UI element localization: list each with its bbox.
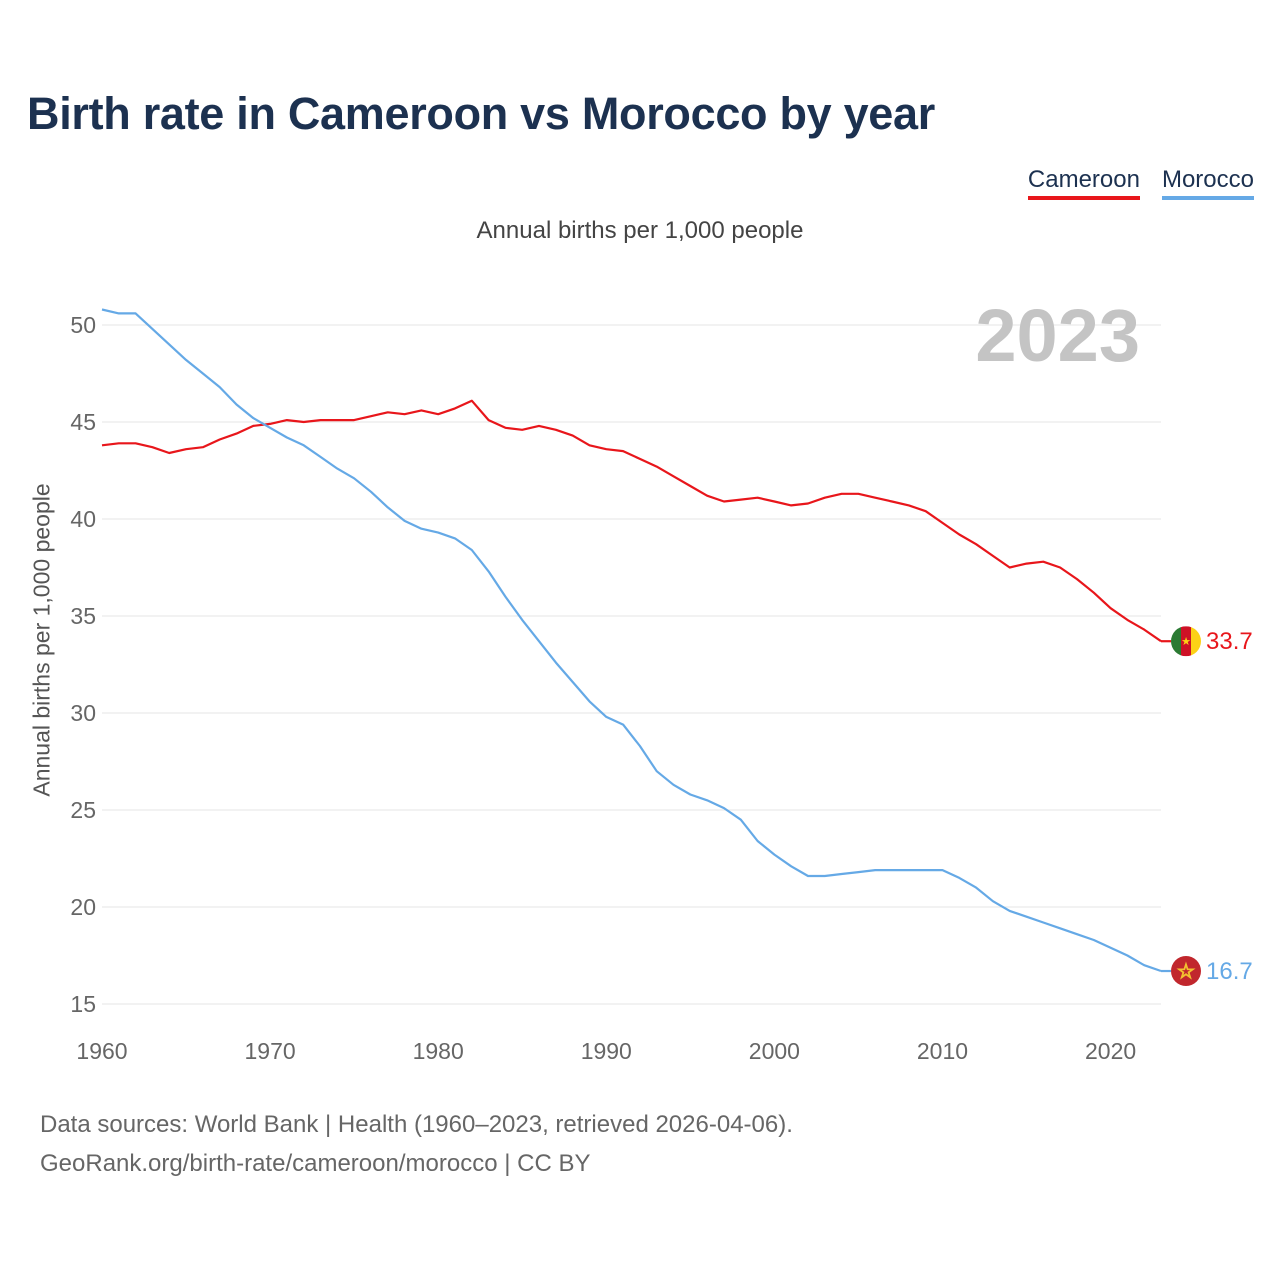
y-tick-label: 20 (70, 894, 96, 920)
x-tick-label: 1980 (413, 1038, 464, 1064)
series-line-morocco[interactable] (101, 308, 1162, 973)
end-label-cameroon: 33.7 (1206, 628, 1253, 655)
y-tick-label: 15 (70, 991, 96, 1017)
y-tick-label: 25 (70, 797, 96, 823)
data-source-note: Data sources: World Bank | Health (1960–… (40, 1111, 793, 1138)
svg-text:☆: ☆ (1177, 959, 1195, 983)
morocco-flag-icon: ☆ (1161, 956, 1201, 987)
x-tick-label: 2010 (917, 1038, 968, 1064)
x-tick-label: 1970 (245, 1038, 296, 1064)
series-line-cameroon[interactable] (101, 399, 1162, 643)
series-end-markers: ★ 33.7 ☆ 16.7 (1161, 626, 1253, 987)
page-title: Birth rate in Cameroon vs Morocco by yea… (27, 88, 935, 139)
y-tick-label: 40 (70, 506, 96, 532)
end-label-morocco: 16.7 (1206, 958, 1253, 985)
legend: Cameroon Morocco (1027, 166, 1254, 200)
chart-subtitle: Annual births per 1,000 people (476, 217, 804, 244)
attribution-link[interactable]: GeoRank.org/birth-rate/cameroon/morocco … (40, 1150, 591, 1177)
y-tick-label: 35 (70, 603, 96, 629)
series-lines (101, 308, 1162, 973)
y-tick-label: 50 (70, 312, 96, 338)
cameroon-flag-icon: ★ (1161, 626, 1201, 657)
x-tick-label: 2000 (749, 1038, 800, 1064)
x-tick-label: 2020 (1085, 1038, 1136, 1064)
legend-item-cameroon[interactable]: Cameroon (1027, 166, 1140, 200)
gridlines (102, 324, 1161, 1005)
line-chart: 15 20 25 30 35 40 45 50 1960 1970 1980 1990 2000 201… (70, 294, 1253, 1064)
y-axis-ticks: 15 20 25 30 35 40 45 50 (70, 312, 96, 1017)
legend-item-morocco[interactable]: Morocco (1161, 166, 1254, 200)
x-tick-label: 1990 (581, 1038, 632, 1064)
y-tick-label: 45 (70, 409, 96, 435)
footer: Data sources: World Bank | Health (1960–… (40, 1105, 793, 1183)
x-tick-label: 1960 (76, 1038, 127, 1064)
svg-text:★: ★ (1181, 635, 1191, 648)
year-watermark: 2023 (975, 294, 1140, 377)
x-axis-ticks: 1960 1970 1980 1990 2000 2010 2020 (76, 1038, 1136, 1064)
y-tick-label: 30 (70, 700, 96, 726)
